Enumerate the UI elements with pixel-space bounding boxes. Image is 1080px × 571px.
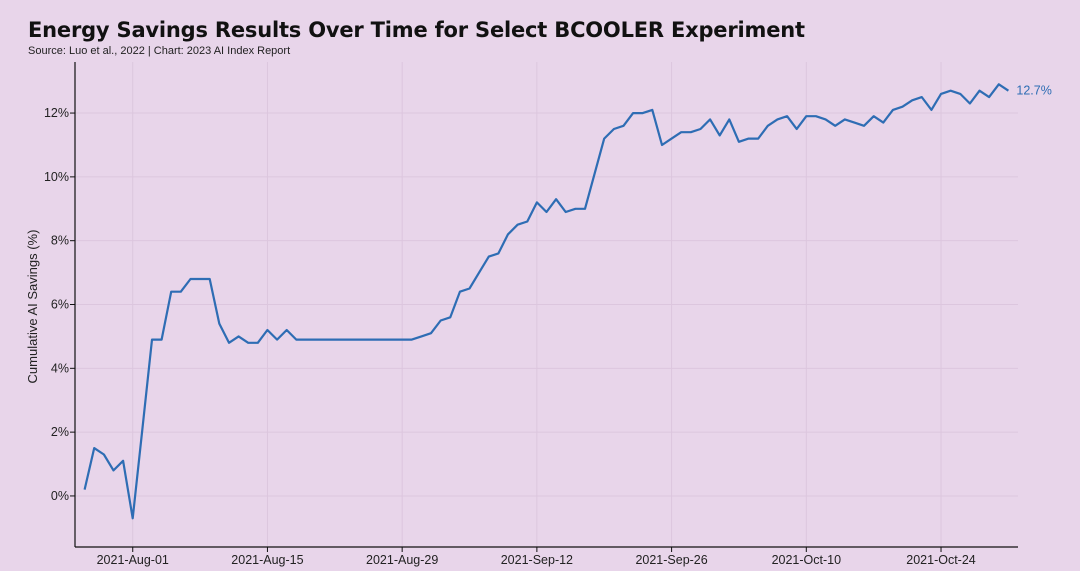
series-line-ai-savings xyxy=(83,83,1010,520)
y-tick-label: 4% xyxy=(51,361,69,375)
y-axis-label: Cumulative AI Savings (%) xyxy=(25,230,40,384)
x-tick-label: 2021-Aug-15 xyxy=(231,553,303,567)
y-tick-label: 12% xyxy=(44,106,69,120)
x-tick-label: 2021-Sep-26 xyxy=(635,553,707,567)
x-tick-label: 2021-Sep-12 xyxy=(501,553,573,567)
y-tick-label: 6% xyxy=(51,298,69,312)
axes xyxy=(70,62,1018,552)
tick-labels: 0% 2% 4% 6% 8% 10% 12% 2021-Aug-01 2021-Aug-15 20… xyxy=(44,106,976,567)
x-tick-label: 2021-Oct-10 xyxy=(772,553,842,567)
chart-title: Energy Savings Results Over Time for Sel… xyxy=(28,18,805,42)
gridlines xyxy=(75,62,1018,547)
y-tick-label: 0% xyxy=(51,489,69,503)
x-tick-label: 2021-Aug-01 xyxy=(97,553,169,567)
chart-subtitle: Source: Luo et al., 2022 | Chart: 2023 A… xyxy=(28,45,291,57)
end-value-label: 12.7% xyxy=(1016,84,1051,98)
y-tick-label: 10% xyxy=(44,170,69,184)
y-tick-label: 8% xyxy=(51,234,69,248)
x-tick-label: 2021-Oct-24 xyxy=(906,553,976,567)
x-tick-label: 2021-Aug-29 xyxy=(366,553,438,567)
y-tick-label: 2% xyxy=(51,425,69,439)
